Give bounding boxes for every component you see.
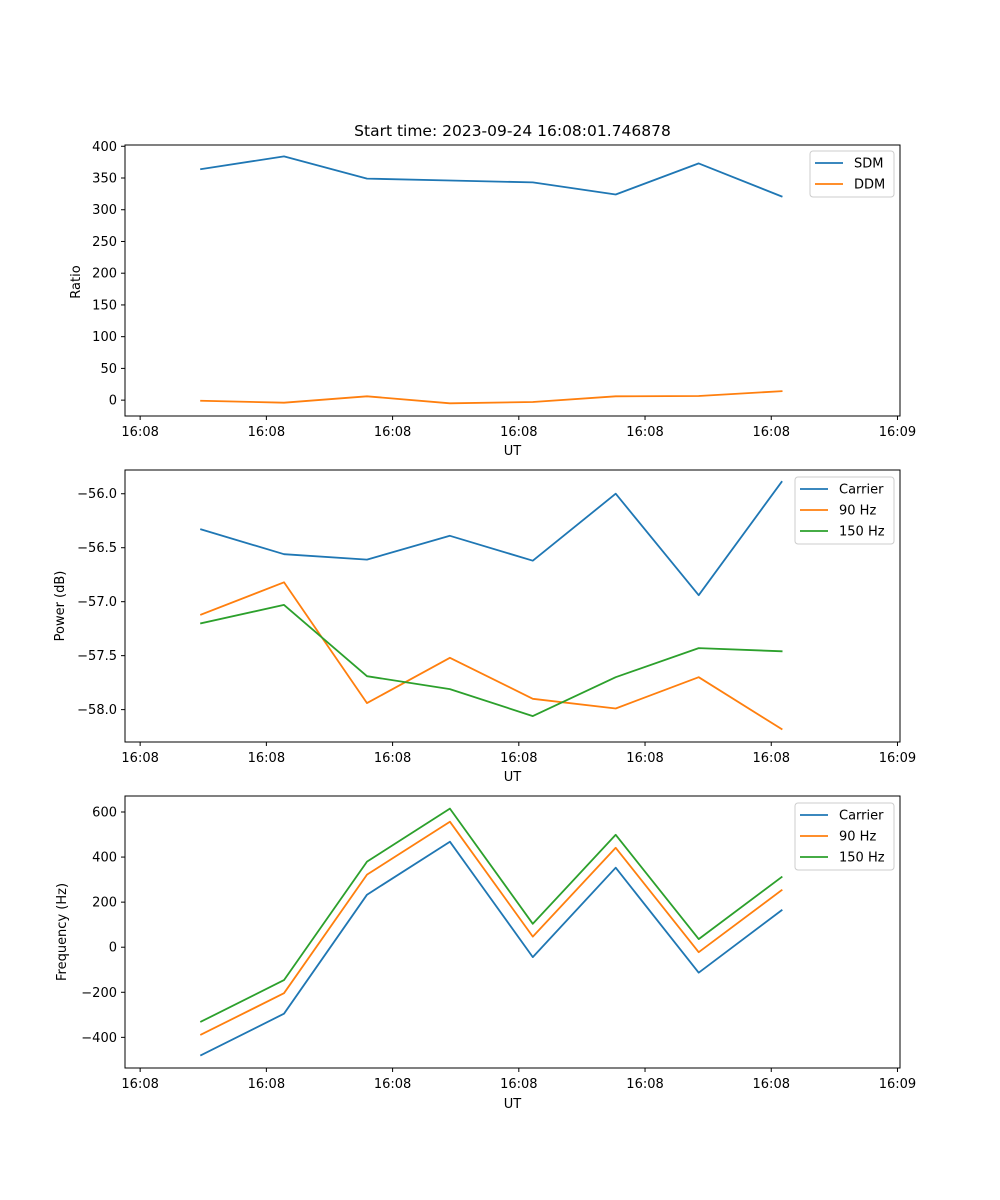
legend-label-ddm: DDM (854, 178, 885, 193)
x-tick-label: 16:08 (248, 425, 285, 440)
y-axis-label: Ratio (69, 265, 84, 298)
legend-box (794, 476, 895, 545)
x-tick-label: 16:08 (121, 1077, 158, 1092)
series-line-ddm (200, 390, 783, 405)
x-tick-label: 16:08 (626, 751, 663, 766)
x-axis-label: UT (504, 770, 522, 785)
series-line-sdm (200, 155, 783, 198)
y-tick-label: 50 (100, 362, 117, 377)
y-tick-label: 150 (92, 298, 117, 313)
x-tick-label: 16:08 (753, 425, 790, 440)
chart-title: Start time: 2023-09-24 16:08:01.746878 (354, 122, 671, 140)
y-tick-label: −56.0 (77, 487, 117, 502)
axes-frame (124, 795, 901, 1069)
panel-frequency: UT Frequency (Hz) 16:08 16:08 16:08 16:08 16… (55, 795, 916, 1112)
x-tick-label: 16:08 (626, 1077, 663, 1092)
x-tick-label: 16:08 (500, 425, 537, 440)
legend-label-150hz: 150 Hz (839, 851, 885, 866)
x-tick-label: 16:08 (121, 751, 158, 766)
x-tick-label: 16:08 (626, 425, 663, 440)
y-tick-label: 300 (92, 203, 117, 218)
legend-box (794, 802, 895, 871)
legend: Carrier 90 Hz 150 Hz (794, 476, 895, 545)
y-tick-label: 350 (92, 172, 117, 187)
ticks: 16:08 16:08 16:08 16:08 16:08 16:08 16:09 0 50 10… (92, 140, 916, 440)
y-tick-label: −200 (81, 986, 117, 1001)
x-tick-label: 16:08 (500, 751, 537, 766)
plot-lines (200, 155, 783, 405)
panel-ratio: Start time: 2023-09-24 16:08:01.746878 U… (69, 122, 916, 459)
plot-lines (199, 807, 783, 1057)
series-line-carrier (199, 480, 783, 597)
y-tick-label: −400 (81, 1031, 117, 1046)
y-tick-label: 600 (92, 806, 117, 821)
x-tick-label: 16:09 (879, 751, 916, 766)
y-tick-label: 0 (109, 394, 117, 409)
y-tick-label: 200 (92, 896, 117, 911)
axes-frame (124, 469, 901, 743)
y-tick-label: 200 (92, 267, 117, 282)
legend: SDM DDM (809, 150, 895, 198)
legend-label-carrier: Carrier (839, 809, 884, 824)
series-line-150-hz (200, 604, 783, 717)
series-line-90-hz (199, 581, 783, 731)
ticks: 16:08 16:08 16:08 16:08 16:08 16:08 16:09 −400 −… (81, 806, 916, 1093)
y-tick-label: −58.0 (77, 703, 117, 718)
legend-label-carrier: Carrier (839, 483, 884, 498)
x-tick-label: 16:08 (753, 1077, 790, 1092)
y-tick-label: −57.0 (77, 595, 117, 610)
legend-label-150hz: 150 Hz (839, 525, 885, 540)
y-tick-label: 250 (92, 235, 117, 250)
x-tick-label: 16:08 (500, 1077, 537, 1092)
x-tick-label: 16:08 (753, 751, 790, 766)
legend-label-sdm: SDM (854, 157, 883, 172)
x-tick-label: 16:08 (248, 751, 285, 766)
legend: Carrier 90 Hz 150 Hz (794, 802, 895, 871)
axes-frame (124, 144, 901, 417)
panel-power: UT Power (dB) 16:08 16:08 16:08 16:08 16:08 1… (53, 469, 916, 785)
y-tick-label: −56.5 (77, 541, 117, 556)
y-tick-label: 400 (92, 851, 117, 866)
y-tick-label: −57.5 (77, 649, 117, 664)
x-tick-label: 16:09 (879, 1077, 916, 1092)
y-tick-label: 0 (109, 941, 117, 956)
y-axis-label: Frequency (Hz) (55, 883, 70, 981)
x-tick-label: 16:09 (879, 425, 916, 440)
series-line-150-hz (199, 807, 783, 1023)
plot-lines (199, 480, 783, 731)
x-axis-label: UT (504, 444, 522, 459)
y-tick-label: 400 (92, 140, 117, 155)
y-tick-label: 100 (92, 330, 117, 345)
y-axis-label: Power (dB) (53, 571, 68, 642)
x-tick-label: 16:08 (374, 425, 411, 440)
x-axis-label: UT (504, 1097, 522, 1112)
ticks: 16:08 16:08 16:08 16:08 16:08 16:08 16:09 −58.0… (77, 487, 916, 766)
x-tick-label: 16:08 (248, 1077, 285, 1092)
series-line-carrier (199, 840, 783, 1057)
x-tick-label: 16:08 (374, 1077, 411, 1092)
legend-label-90hz: 90 Hz (839, 830, 876, 845)
x-tick-label: 16:08 (121, 425, 158, 440)
x-tick-label: 16:08 (374, 751, 411, 766)
series-line-90-hz (199, 820, 783, 1036)
legend-label-90hz: 90 Hz (839, 504, 876, 519)
